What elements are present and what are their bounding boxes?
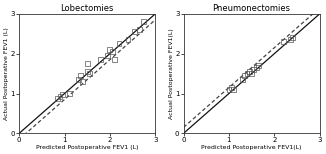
Point [229,86,234,89]
Point [85,62,90,65]
Point [242,74,247,77]
Point [112,59,117,61]
Point [240,78,245,81]
Point [60,93,65,95]
Point [85,70,90,73]
Point [67,92,72,95]
Point [231,88,236,91]
Title: Lobectomies: Lobectomies [61,4,114,13]
Point [244,72,250,75]
Point [281,41,286,43]
Point [290,37,295,39]
Point [247,70,252,73]
Point [80,80,85,83]
Title: Pneumonectomies: Pneumonectomies [213,4,290,13]
Point [249,72,254,75]
Point [55,97,60,99]
Point [105,55,110,57]
X-axis label: Predicted Postoperative FEV1(L): Predicted Postoperative FEV1(L) [201,145,302,150]
Point [288,38,293,41]
Point [76,78,81,81]
Point [110,51,115,53]
Point [132,31,137,33]
Point [226,88,231,91]
Point [78,74,83,77]
Point [87,72,92,75]
Point [116,43,122,45]
Point [141,21,146,23]
Y-axis label: Actual Postoperative FEV1 (L): Actual Postoperative FEV1 (L) [4,27,9,120]
Point [126,38,131,41]
Point [57,95,63,98]
Point [107,49,112,51]
Point [137,29,142,31]
Point [254,66,259,69]
Point [251,68,257,71]
Point [98,59,103,61]
Y-axis label: Actual Postoperative FEV1(L): Actual Postoperative FEV1(L) [169,28,173,119]
Point [256,64,261,67]
X-axis label: Predicted Postoperative FEV1 (L): Predicted Postoperative FEV1 (L) [36,145,139,150]
